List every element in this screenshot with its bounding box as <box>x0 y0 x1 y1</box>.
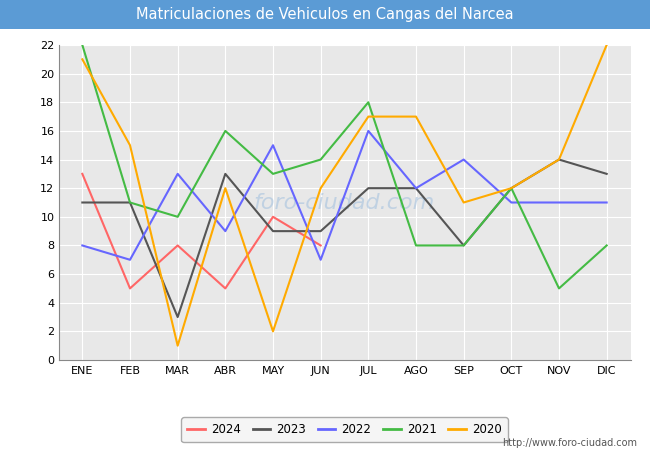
Text: http://www.foro-ciudad.com: http://www.foro-ciudad.com <box>502 438 637 448</box>
Text: foro-ciudad.com: foro-ciudad.com <box>254 193 435 212</box>
Legend: 2024, 2023, 2022, 2021, 2020: 2024, 2023, 2022, 2021, 2020 <box>181 418 508 442</box>
Text: Matriculaciones de Vehiculos en Cangas del Narcea: Matriculaciones de Vehiculos en Cangas d… <box>136 7 514 22</box>
